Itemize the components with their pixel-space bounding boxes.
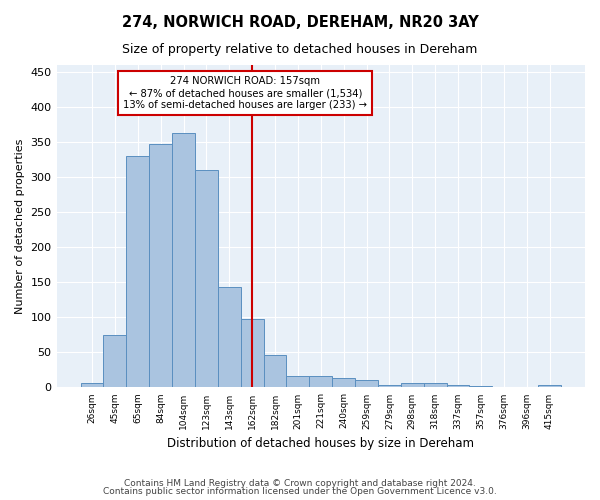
Bar bbox=[149, 144, 172, 388]
Bar bbox=[241, 318, 263, 388]
Bar bbox=[103, 335, 127, 388]
Text: Contains public sector information licensed under the Open Government Licence v3: Contains public sector information licen… bbox=[103, 487, 497, 496]
Bar bbox=[263, 355, 286, 388]
Bar bbox=[446, 384, 469, 388]
Bar bbox=[378, 384, 401, 388]
Text: 274 NORWICH ROAD: 157sqm
← 87% of detached houses are smaller (1,534)
13% of sem: 274 NORWICH ROAD: 157sqm ← 87% of detach… bbox=[123, 76, 367, 110]
Bar bbox=[401, 383, 424, 388]
Text: 274, NORWICH ROAD, DEREHAM, NR20 3AY: 274, NORWICH ROAD, DEREHAM, NR20 3AY bbox=[122, 15, 478, 30]
Bar bbox=[172, 133, 195, 388]
Bar bbox=[538, 386, 561, 388]
Bar bbox=[310, 376, 332, 388]
Bar bbox=[424, 383, 446, 388]
X-axis label: Distribution of detached houses by size in Dereham: Distribution of detached houses by size … bbox=[167, 437, 474, 450]
Text: Size of property relative to detached houses in Dereham: Size of property relative to detached ho… bbox=[122, 42, 478, 56]
Bar bbox=[355, 380, 378, 388]
Bar bbox=[80, 382, 103, 388]
Bar bbox=[195, 170, 218, 388]
Bar bbox=[286, 376, 310, 388]
Bar bbox=[469, 386, 493, 388]
Text: Contains HM Land Registry data © Crown copyright and database right 2024.: Contains HM Land Registry data © Crown c… bbox=[124, 478, 476, 488]
Bar bbox=[218, 287, 241, 388]
Y-axis label: Number of detached properties: Number of detached properties bbox=[15, 138, 25, 314]
Bar bbox=[127, 156, 149, 388]
Bar bbox=[332, 378, 355, 388]
